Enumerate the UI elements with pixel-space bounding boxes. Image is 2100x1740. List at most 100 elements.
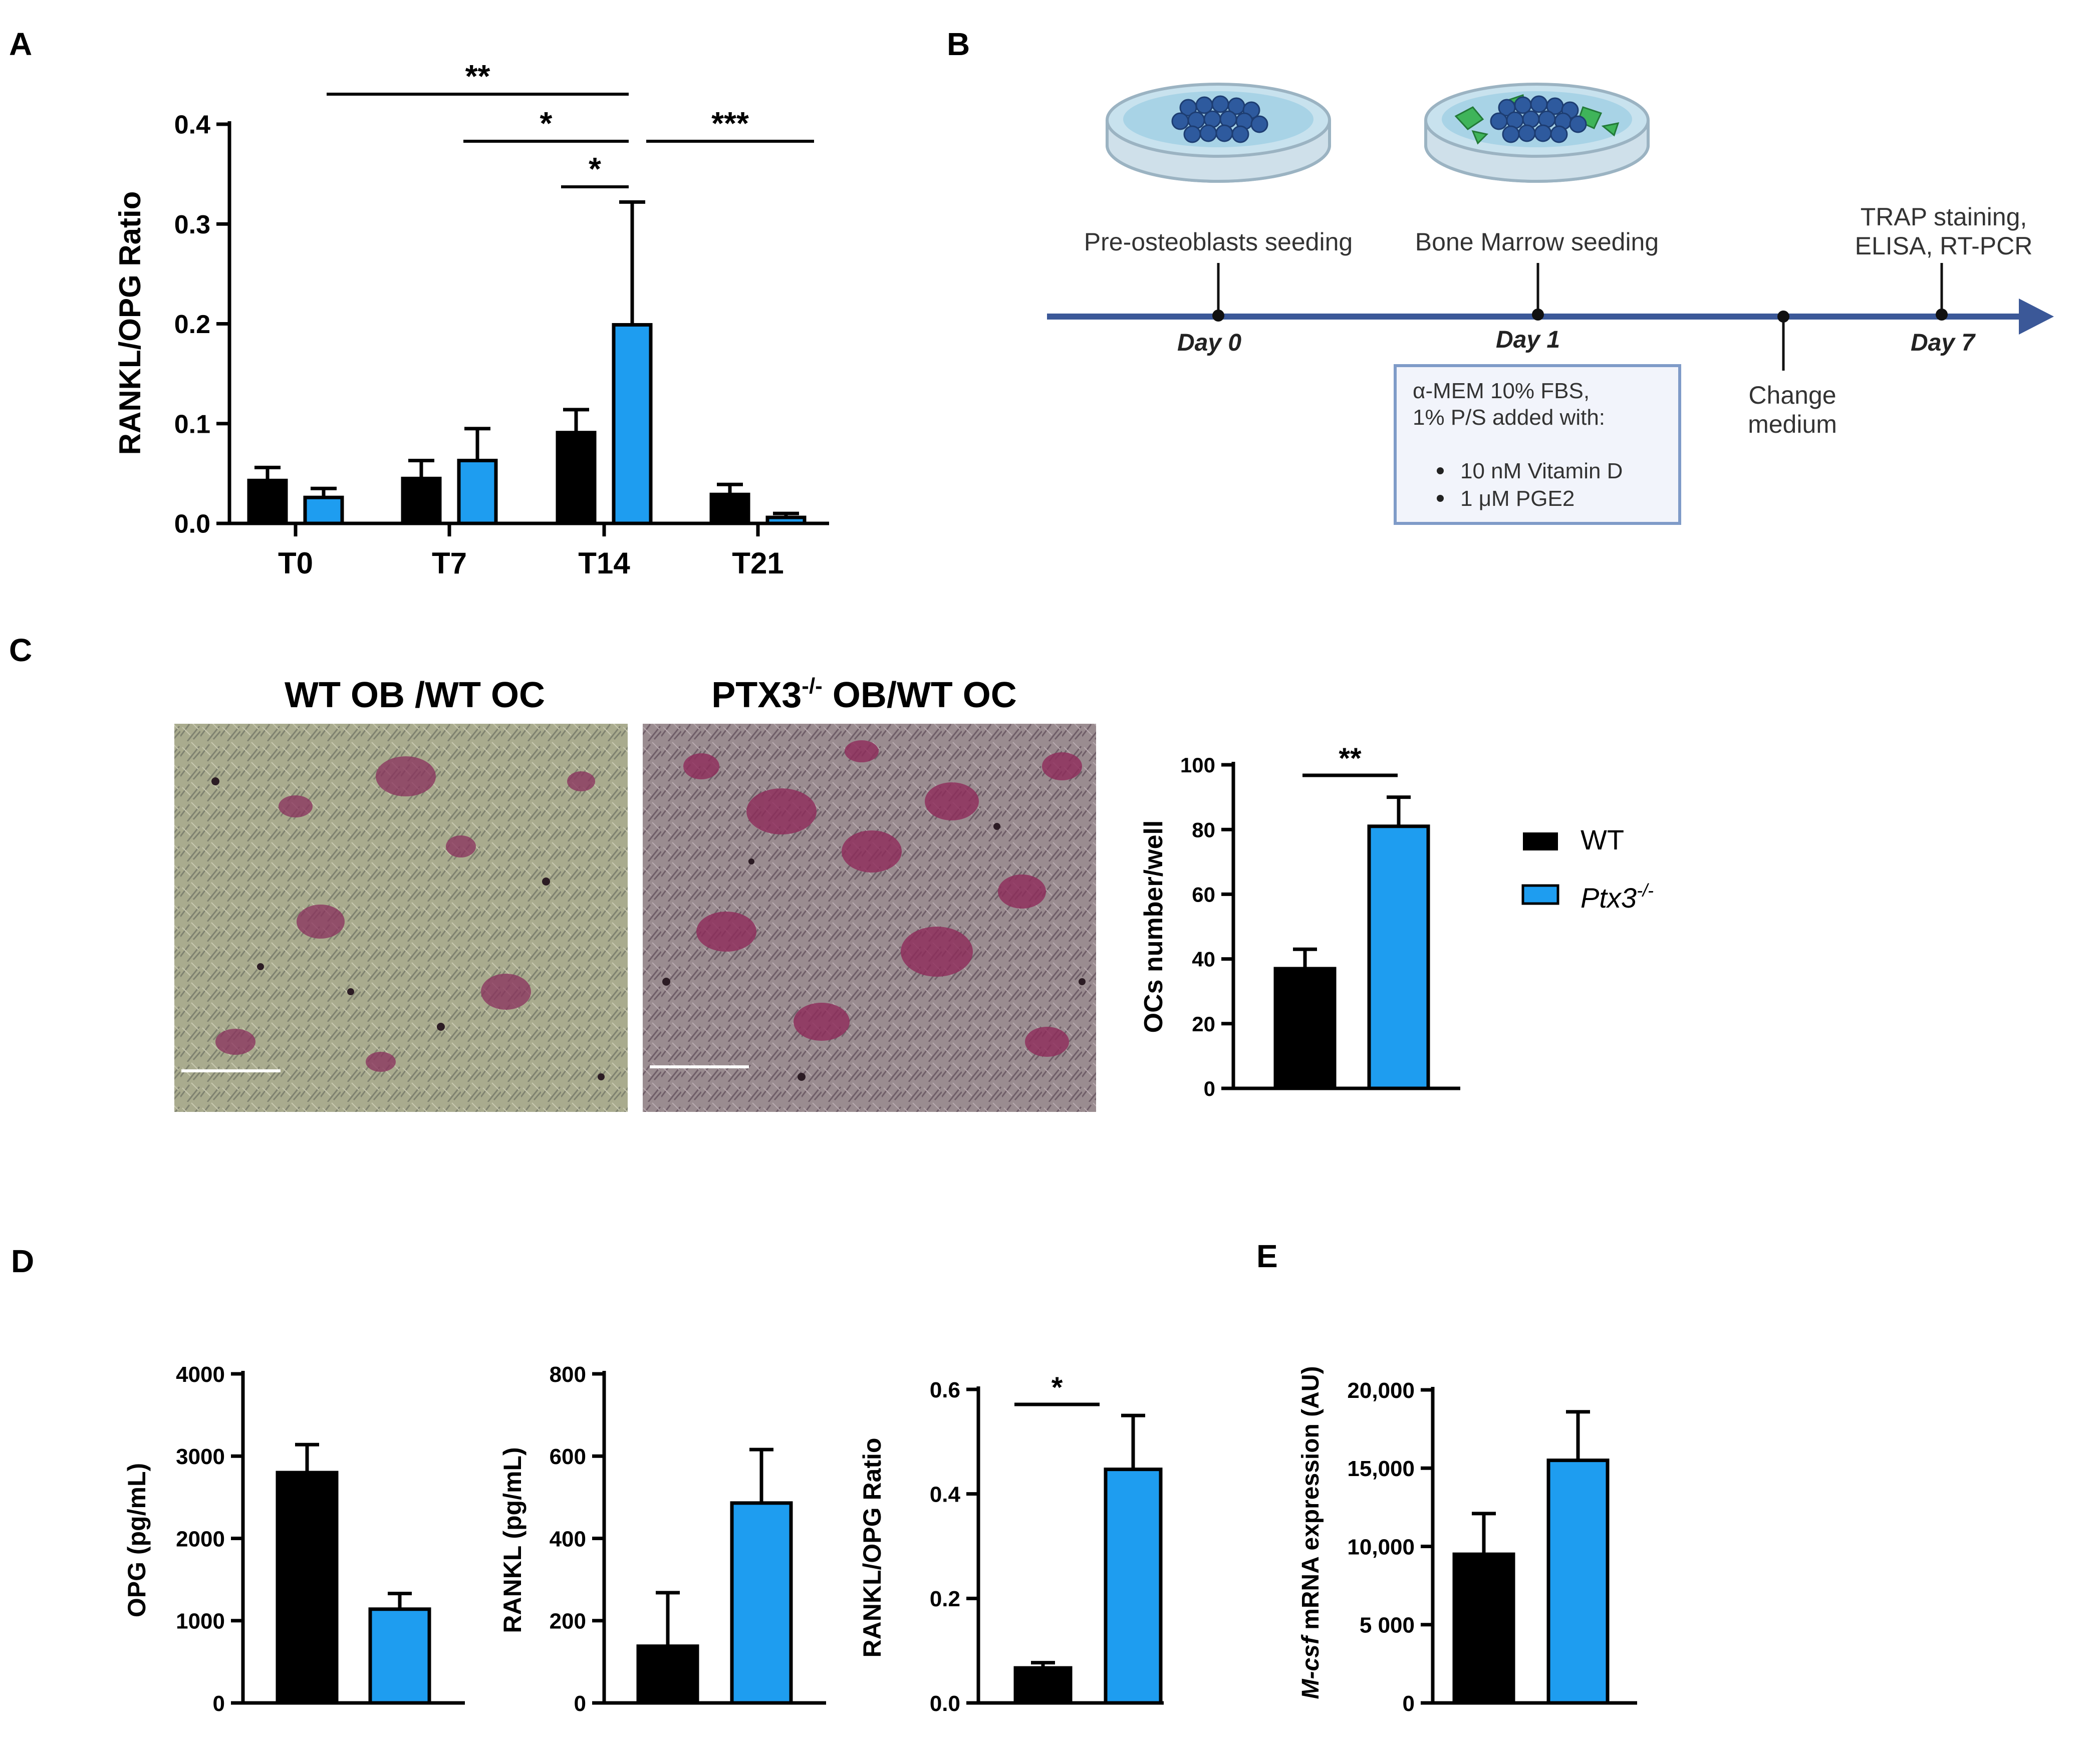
y-tick-label: 800: [550, 1362, 586, 1387]
event-dot-day1: [1532, 309, 1544, 321]
chart-d-rankl: 0 200 400 600 800 RANKL (pg/mL): [498, 1362, 826, 1716]
y-axis-label: RANKL/OPG Ratio: [113, 191, 147, 455]
chart-c-oc-number: 0 20 40 60 80 100 OCs number/well **: [1139, 742, 1460, 1100]
bar-ptx3: [1104, 1468, 1163, 1705]
event-label-elisa: ELISA, RT-PCR: [1855, 232, 2033, 260]
y-tick-label: 0.0: [174, 510, 210, 539]
y-tick-label: 100: [1180, 753, 1215, 777]
bar-wt: [636, 1644, 699, 1705]
timeline-panel: Pre-osteoblasts seeding Day 0 Bone Marro…: [1047, 83, 2054, 525]
y-tick-label: 0.2: [174, 310, 210, 339]
micrograph-title-ptx3: PTX3-/- OB/WT OC: [711, 674, 1017, 715]
day-0-label: Day 0: [1177, 330, 1241, 356]
y-tick-label: 600: [550, 1444, 586, 1469]
bar-ptx3: [730, 1501, 793, 1705]
y-tick-label: 0.6: [930, 1378, 960, 1402]
bar-ptx3: [457, 458, 498, 525]
significance-label: *: [1052, 1371, 1063, 1404]
x-tick-label: T0: [278, 546, 313, 580]
day-1-label: Day 1: [1496, 327, 1560, 353]
bar-ptx3: [612, 323, 653, 525]
y-axis-label: RANKL/OPG Ratio: [858, 1438, 886, 1658]
y-tick-label: 40: [1192, 948, 1215, 971]
medium-bullet-pge2: 1 μM PGE2: [1460, 486, 1574, 511]
event-label-preosteoblasts: Pre-osteoblasts seeding: [1084, 228, 1353, 256]
y-tick-label: 0: [574, 1691, 586, 1716]
y-tick-label: 0.2: [930, 1587, 960, 1611]
y-tick-label: 0.0: [930, 1691, 960, 1716]
panel-label-d: D: [11, 1243, 34, 1279]
y-tick-label: 5 000: [1360, 1613, 1415, 1638]
bar-wt: [709, 492, 750, 525]
micrograph-panel: WT OB /WT OC PTX3-/- OB/WT OC: [174, 674, 1096, 1112]
medium-line-2: 1% P/S added with:: [1413, 405, 1605, 430]
chart-d-ratio: 0.0 0.2 0.4 0.6 RANKL/OPG Ratio *: [858, 1371, 1164, 1716]
legend-swatch-wt: [1523, 832, 1558, 850]
y-tick-label: 4000: [176, 1362, 225, 1387]
bar-ptx3: [303, 495, 344, 525]
panel-label-c: C: [9, 632, 32, 668]
event-dot-day0: [1212, 310, 1224, 322]
y-tick-label: 2000: [176, 1527, 225, 1551]
chart-e-mcsf: 0 5 000 10,000 15,000 20,000 M-csf mRNA expre…: [1297, 1366, 1637, 1716]
bullet-dot: [1437, 467, 1444, 474]
y-tick-label: 10,000: [1347, 1535, 1415, 1559]
y-tick-label: 15,000: [1347, 1457, 1415, 1481]
y-tick-label: 0: [1204, 1077, 1215, 1100]
bar-wt: [247, 478, 288, 525]
chart-a-rankl-opg-time: 0.0 0.1 0.2 0.3 0.4 RANKL/OPG Ratio T0 T7 T14 T21…: [113, 58, 829, 580]
bullet-dot: [1437, 495, 1444, 502]
micrograph-ptx3-image: [643, 724, 1096, 1112]
y-axis-label: M-csf mRNA expression (AU): [1297, 1366, 1324, 1699]
y-tick-label: 0.4: [930, 1483, 961, 1507]
legend-label-wt: WT: [1581, 824, 1624, 855]
bar-wt: [1273, 967, 1337, 1090]
y-axis-label: OPG (pg/mL): [123, 1463, 151, 1617]
y-tick-label: 0.1: [174, 410, 210, 439]
y-tick-label: 0: [213, 1691, 225, 1716]
y-tick-label: 0: [1403, 1691, 1415, 1716]
bar-ptx3: [1367, 824, 1430, 1090]
petri-dish-preosteoblasts-icon: [1106, 83, 1331, 183]
bar-wt: [556, 431, 597, 525]
legend: WT Ptx3-/-: [1521, 824, 1654, 914]
bar-wt: [276, 1471, 339, 1705]
y-axis-label: OCs number/well: [1139, 820, 1168, 1033]
y-tick-label: 60: [1192, 883, 1215, 907]
bar-ptx3: [368, 1607, 431, 1705]
micrograph-wt-image: [174, 724, 628, 1112]
x-tick-label: T21: [732, 546, 783, 580]
y-tick-label: 400: [550, 1527, 586, 1551]
bar-wt: [1452, 1552, 1515, 1705]
y-tick-label: 1000: [176, 1609, 225, 1634]
event-label-change: Change: [1748, 381, 1836, 409]
event-label-medium: medium: [1748, 410, 1837, 438]
significance-label: *: [540, 105, 553, 141]
petri-dish-bone-marrow-icon: [1424, 83, 1650, 183]
y-tick-label: 3000: [176, 1444, 225, 1469]
medium-line-1: α-MEM 10% FBS,: [1413, 379, 1590, 403]
y-tick-label: 80: [1192, 818, 1215, 841]
x-tick-label: T14: [578, 546, 630, 580]
y-tick-label: 0.3: [174, 210, 210, 239]
event-label-bone-marrow: Bone Marrow seeding: [1415, 228, 1659, 256]
x-tick-label: T7: [432, 546, 467, 580]
legend-label-ptx3: Ptx3-/-: [1581, 880, 1654, 914]
timeline-arrowhead: [2019, 299, 2054, 335]
panel-label-a: A: [9, 26, 32, 62]
chart-d-opg: 0 1000 2000 3000 4000 OPG (pg/mL): [123, 1362, 465, 1716]
bar-ptx3: [1546, 1459, 1610, 1705]
significance-label: ***: [711, 105, 749, 141]
significance-label: *: [589, 151, 601, 187]
day-7-label: Day 7: [1911, 330, 1976, 356]
event-dot-day7: [1936, 309, 1948, 321]
bar-wt: [1013, 1666, 1073, 1705]
significance-label: **: [1339, 742, 1362, 775]
panel-label-b: B: [947, 26, 970, 62]
event-label-trap: TRAP staining,: [1861, 203, 2027, 231]
y-tick-label: 200: [550, 1609, 586, 1634]
bar-ptx3: [765, 515, 807, 525]
y-tick-label: 20,000: [1347, 1378, 1415, 1403]
y-axis-label: RANKL (pg/mL): [498, 1447, 527, 1633]
